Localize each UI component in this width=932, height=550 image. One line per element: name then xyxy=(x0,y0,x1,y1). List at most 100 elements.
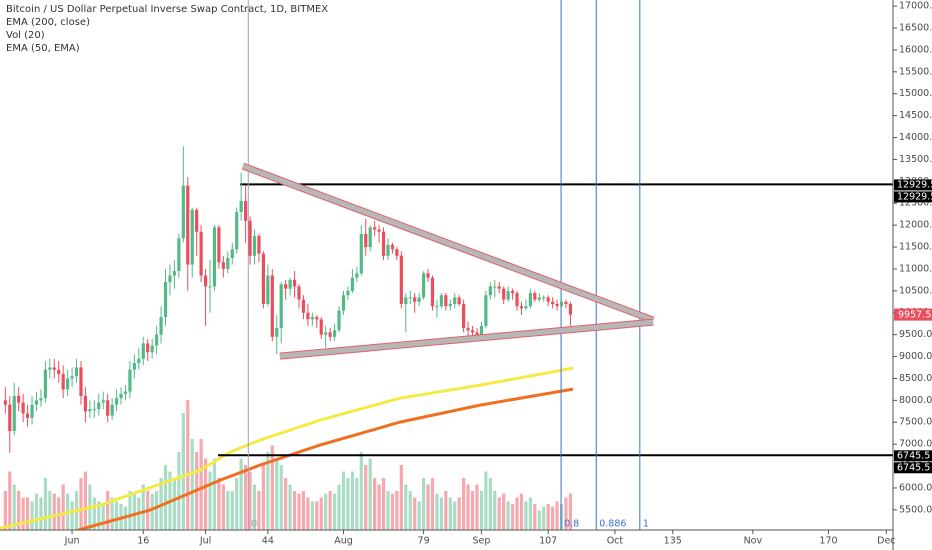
volume-bar xyxy=(30,501,34,530)
last-price-box xyxy=(894,308,932,321)
candle-body xyxy=(203,275,208,287)
volume-bar xyxy=(239,458,243,530)
candle-body xyxy=(48,367,52,370)
candle-body xyxy=(34,400,39,405)
volume-bar xyxy=(52,493,56,530)
y-tick-label: 16000.0 xyxy=(899,44,932,55)
y-tick-label: 6000.0 xyxy=(899,482,932,493)
candle-body xyxy=(457,297,461,304)
candle-body xyxy=(66,378,70,390)
candle-body xyxy=(444,295,448,307)
candle-body xyxy=(568,303,573,315)
candle-body xyxy=(359,233,363,274)
legend-item: Vol (20) xyxy=(6,30,45,41)
volume-bar xyxy=(439,497,443,530)
y-tick-label: 8000.0 xyxy=(899,395,932,406)
volume-bar xyxy=(21,497,25,530)
candle-body xyxy=(137,358,141,364)
volume-bar xyxy=(346,478,350,530)
trendline xyxy=(279,319,654,359)
volume-bar xyxy=(177,452,181,530)
volume-bar xyxy=(235,478,239,530)
volume-bar xyxy=(551,506,555,530)
volume-bar xyxy=(132,493,136,530)
x-tick-label: 44 xyxy=(262,536,274,547)
volume-bar xyxy=(270,445,274,530)
volume-bar xyxy=(163,465,168,530)
y-tick-label: 11500.0 xyxy=(899,242,932,253)
candle-body xyxy=(488,286,492,296)
candle-body xyxy=(479,325,484,335)
y-tick-label: 17000.0 xyxy=(899,1,932,12)
volume-bar xyxy=(248,471,252,530)
volume-bar xyxy=(324,493,328,530)
volume-bar xyxy=(332,493,337,530)
volume-bar xyxy=(244,465,248,530)
volume-bar xyxy=(453,501,457,530)
y-tick-label: 8500.0 xyxy=(899,373,932,384)
volume-bar xyxy=(221,484,225,530)
x-tick-label: Oct xyxy=(607,536,624,547)
candle-body xyxy=(564,301,568,304)
candle-body xyxy=(373,227,377,230)
candle-body xyxy=(328,332,332,337)
candle-body xyxy=(341,295,346,311)
candle-body xyxy=(430,277,435,307)
candle-body xyxy=(453,297,457,304)
candle-body xyxy=(88,409,92,412)
volume-bar xyxy=(537,510,541,530)
volume-bar xyxy=(510,504,515,530)
volume-bar xyxy=(466,484,470,530)
candle-body xyxy=(506,290,510,300)
volume-bar xyxy=(355,478,359,530)
candle-body xyxy=(551,301,555,304)
candle-body xyxy=(542,297,546,299)
volume-bar xyxy=(301,491,306,530)
volume-bar xyxy=(426,484,430,530)
level-label: 6745.5 xyxy=(897,462,930,473)
x-tick-label: Nov xyxy=(744,536,763,547)
volume-bar xyxy=(390,493,395,530)
ema-line xyxy=(0,366,574,530)
volume-bar xyxy=(261,465,266,530)
candle-body xyxy=(163,282,168,318)
volume-bar xyxy=(34,493,39,530)
legend-item: EMA (50, EMA) xyxy=(6,43,80,54)
volume-bar xyxy=(186,400,190,530)
candle-body xyxy=(230,249,234,258)
trendline xyxy=(242,163,655,323)
x-tick-label: 16 xyxy=(137,536,149,547)
volume-bar xyxy=(413,497,417,530)
volume-bar xyxy=(364,465,368,530)
volume-bar xyxy=(12,484,16,530)
candle-body xyxy=(497,286,501,289)
candle-body xyxy=(315,317,319,320)
volume-bar xyxy=(533,504,537,530)
volume-bar xyxy=(101,504,105,530)
candle-body xyxy=(559,301,564,307)
candle-body xyxy=(186,185,190,265)
volume-bar xyxy=(172,478,177,530)
candle-body xyxy=(270,275,274,337)
candle-body xyxy=(408,297,412,299)
volume-bar xyxy=(8,471,12,530)
volume-bar xyxy=(568,493,573,530)
fib-time-label: 1 xyxy=(643,519,649,530)
fib-time-label: 0.8 xyxy=(564,519,579,530)
candle-body xyxy=(386,244,390,256)
volume-bar xyxy=(319,497,323,530)
candle-body xyxy=(199,231,203,276)
plot-area: 0 0.8 0.886 1 xyxy=(0,0,893,530)
candle-body xyxy=(324,332,328,335)
x-tick-label: Dec xyxy=(877,536,895,547)
volume-bar xyxy=(448,497,452,530)
candle-body xyxy=(292,279,297,287)
candle-body xyxy=(25,413,30,418)
candle-body xyxy=(279,284,283,329)
volume-bar xyxy=(328,491,332,530)
volume-bar xyxy=(373,478,377,530)
axes: 17000.016500.016000.015500.015000.014500… xyxy=(64,1,932,547)
candle-body xyxy=(141,343,145,359)
